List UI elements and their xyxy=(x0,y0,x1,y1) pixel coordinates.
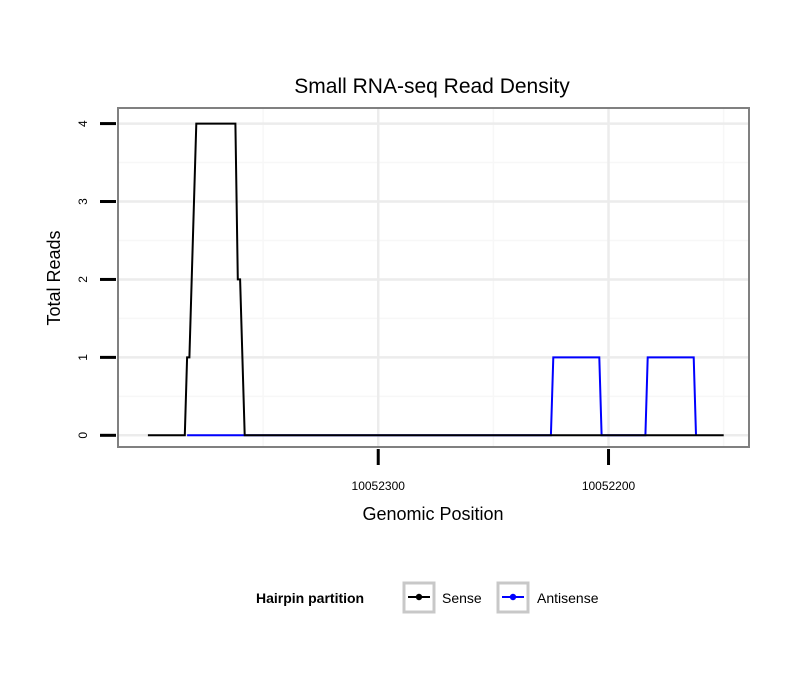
x-tick-label: 10052200 xyxy=(582,479,636,493)
legend-item-sense: Sense xyxy=(402,581,482,614)
chart-title: Small RNA-seq Read Density xyxy=(294,75,570,98)
legend-label-antisense: Antisense xyxy=(537,590,599,606)
plot-panel xyxy=(117,107,750,448)
legend-label-sense: Sense xyxy=(442,590,482,606)
y-tick-label: 0 xyxy=(76,432,90,439)
panel-background xyxy=(118,108,749,447)
series-layer xyxy=(147,122,724,437)
legend-item-antisense: Antisense xyxy=(496,581,599,614)
legend-point-antisense xyxy=(509,593,517,601)
y-axis: 0 1 2 3 4 xyxy=(76,120,116,439)
y-tick-label: 4 xyxy=(76,120,90,127)
y-axis-title: Total Reads xyxy=(44,230,64,325)
series-line-sense xyxy=(147,122,724,437)
grid xyxy=(118,108,749,447)
x-tick-label: 10052300 xyxy=(352,479,406,493)
legend-point-sense xyxy=(415,593,423,601)
x-axis: 10052300 10052200 xyxy=(352,449,636,493)
legend: Hairpin partition Sense Antisense xyxy=(256,581,599,614)
legend-title: Hairpin partition xyxy=(256,590,364,606)
y-tick-label: 1 xyxy=(76,354,90,361)
y-tick-label: 2 xyxy=(76,276,90,283)
x-axis-title: Genomic Position xyxy=(362,504,503,524)
y-tick-label: 3 xyxy=(76,198,90,205)
